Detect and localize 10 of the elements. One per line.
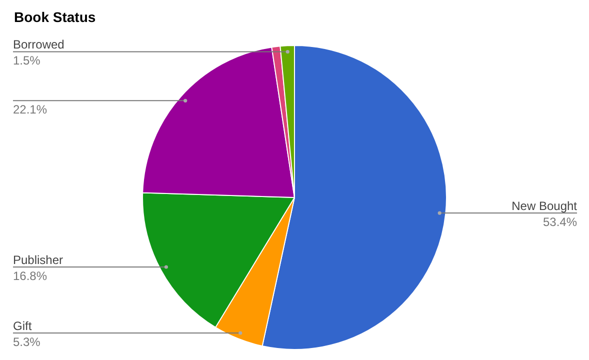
slice-label: Gift (13, 319, 32, 334)
chart-title: Book Status (14, 9, 96, 25)
data-label: 5.3% (13, 335, 41, 350)
slice-label: New Bought (512, 199, 578, 214)
slice-label: Publisher (13, 252, 64, 267)
slice-label: Borrowed (13, 38, 64, 52)
data-label: 1.5% (13, 54, 41, 68)
data-label: 16.8% (13, 268, 48, 283)
data-label: 53.4% (542, 215, 578, 230)
data-label: 22.1% (13, 102, 48, 117)
